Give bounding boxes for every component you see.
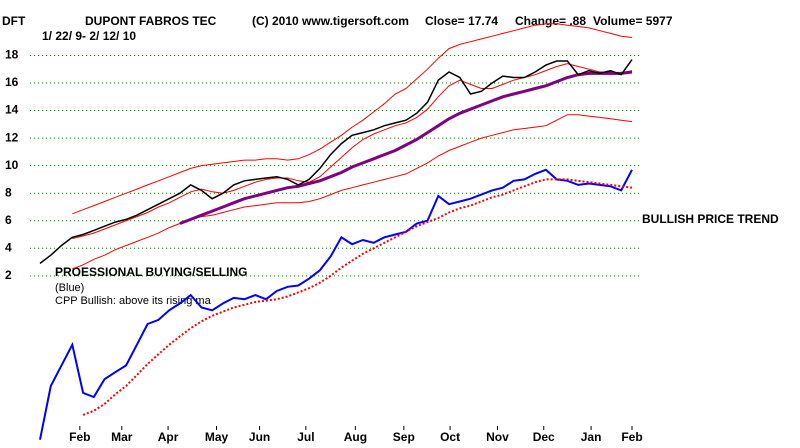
y-tick-label: 8 xyxy=(5,185,12,199)
x-tick-label: Jun xyxy=(249,430,270,444)
x-tick-label: Aug xyxy=(344,430,367,444)
close: Close= 17.74 xyxy=(425,14,498,28)
x-tick-label: Feb xyxy=(621,430,642,444)
volume: Volume= 5977 xyxy=(593,14,673,28)
series-line xyxy=(39,168,633,440)
y-tick-label: 16 xyxy=(5,75,19,89)
chart-title: DUPONT FABROS TEC xyxy=(85,14,217,28)
x-tick-label: Sep xyxy=(393,430,415,444)
x-tick-label: Feb xyxy=(69,430,90,444)
x-tick-label: Jul xyxy=(297,430,314,444)
y-tick-label: 14 xyxy=(5,103,19,117)
y-tick-label: 4 xyxy=(5,240,12,254)
x-tick-label: Dec xyxy=(533,430,555,444)
series-line xyxy=(72,23,633,215)
y-tick-label: 6 xyxy=(5,213,12,227)
annotation: BULLISH PRICE TREND xyxy=(642,212,779,226)
series-line xyxy=(39,59,633,264)
series-line xyxy=(72,114,633,270)
y-tick-label: 12 xyxy=(5,130,19,144)
x-tick-label: Oct xyxy=(440,430,460,444)
annotation: CPP Bullish: above its rising ma xyxy=(55,295,212,307)
x-tick-label: Nov xyxy=(486,430,509,444)
x-tick-label: Jan xyxy=(581,430,602,444)
series-line xyxy=(72,63,633,240)
series-line xyxy=(179,70,633,225)
annotation: (Blue) xyxy=(55,282,84,294)
series-line xyxy=(82,178,633,416)
x-tick-label: May xyxy=(205,430,229,444)
subtitle: 1/ 22/ 9- 2/ 12/ 10 xyxy=(42,29,136,43)
x-tick-label: Apr xyxy=(158,430,179,444)
source: (C) 2010 www.tigersoft.com xyxy=(252,14,409,28)
annotation: PROESSIONAL BUYING/SELLING xyxy=(55,265,247,279)
ticker: DFT xyxy=(2,14,26,28)
y-tick-label: 10 xyxy=(5,158,19,172)
y-tick-label: 2 xyxy=(5,268,12,282)
x-tick-label: Mar xyxy=(111,430,133,444)
y-tick-label: 18 xyxy=(5,48,19,62)
change: Change= .88 xyxy=(515,14,586,28)
